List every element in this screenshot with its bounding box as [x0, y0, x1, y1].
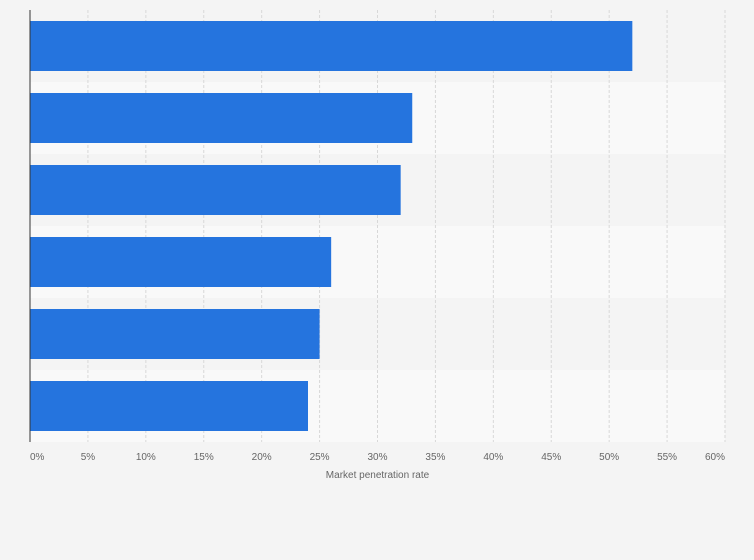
x-tick-label: 55%	[657, 452, 677, 463]
bar	[30, 21, 633, 71]
x-tick-label: 60%	[705, 452, 725, 463]
x-tick-label: 0%	[30, 452, 45, 463]
x-tick-label: 10%	[136, 452, 156, 463]
x-tick-label: 20%	[252, 452, 272, 463]
bar	[30, 165, 401, 215]
bar	[30, 93, 413, 143]
bar	[30, 237, 332, 287]
x-tick-label: 35%	[425, 452, 445, 463]
bar	[30, 309, 320, 359]
x-tick-label: 30%	[367, 452, 387, 463]
gridlines	[87, 10, 726, 442]
x-tick-label: 15%	[194, 452, 214, 463]
bars	[30, 21, 633, 431]
x-axis-title: Market penetration rate	[326, 470, 430, 481]
x-tick-label: 5%	[81, 452, 96, 463]
bar	[30, 381, 308, 431]
x-tick-label: 45%	[541, 452, 561, 463]
x-tick-label: 40%	[483, 452, 503, 463]
x-axis-ticks: 0% 5% 10% 15% 20% 25% 30% 35% 40% 45% 50% 55% 60%	[30, 452, 725, 463]
x-tick-label: 50%	[599, 452, 619, 463]
x-tick-label: 25%	[310, 452, 330, 463]
